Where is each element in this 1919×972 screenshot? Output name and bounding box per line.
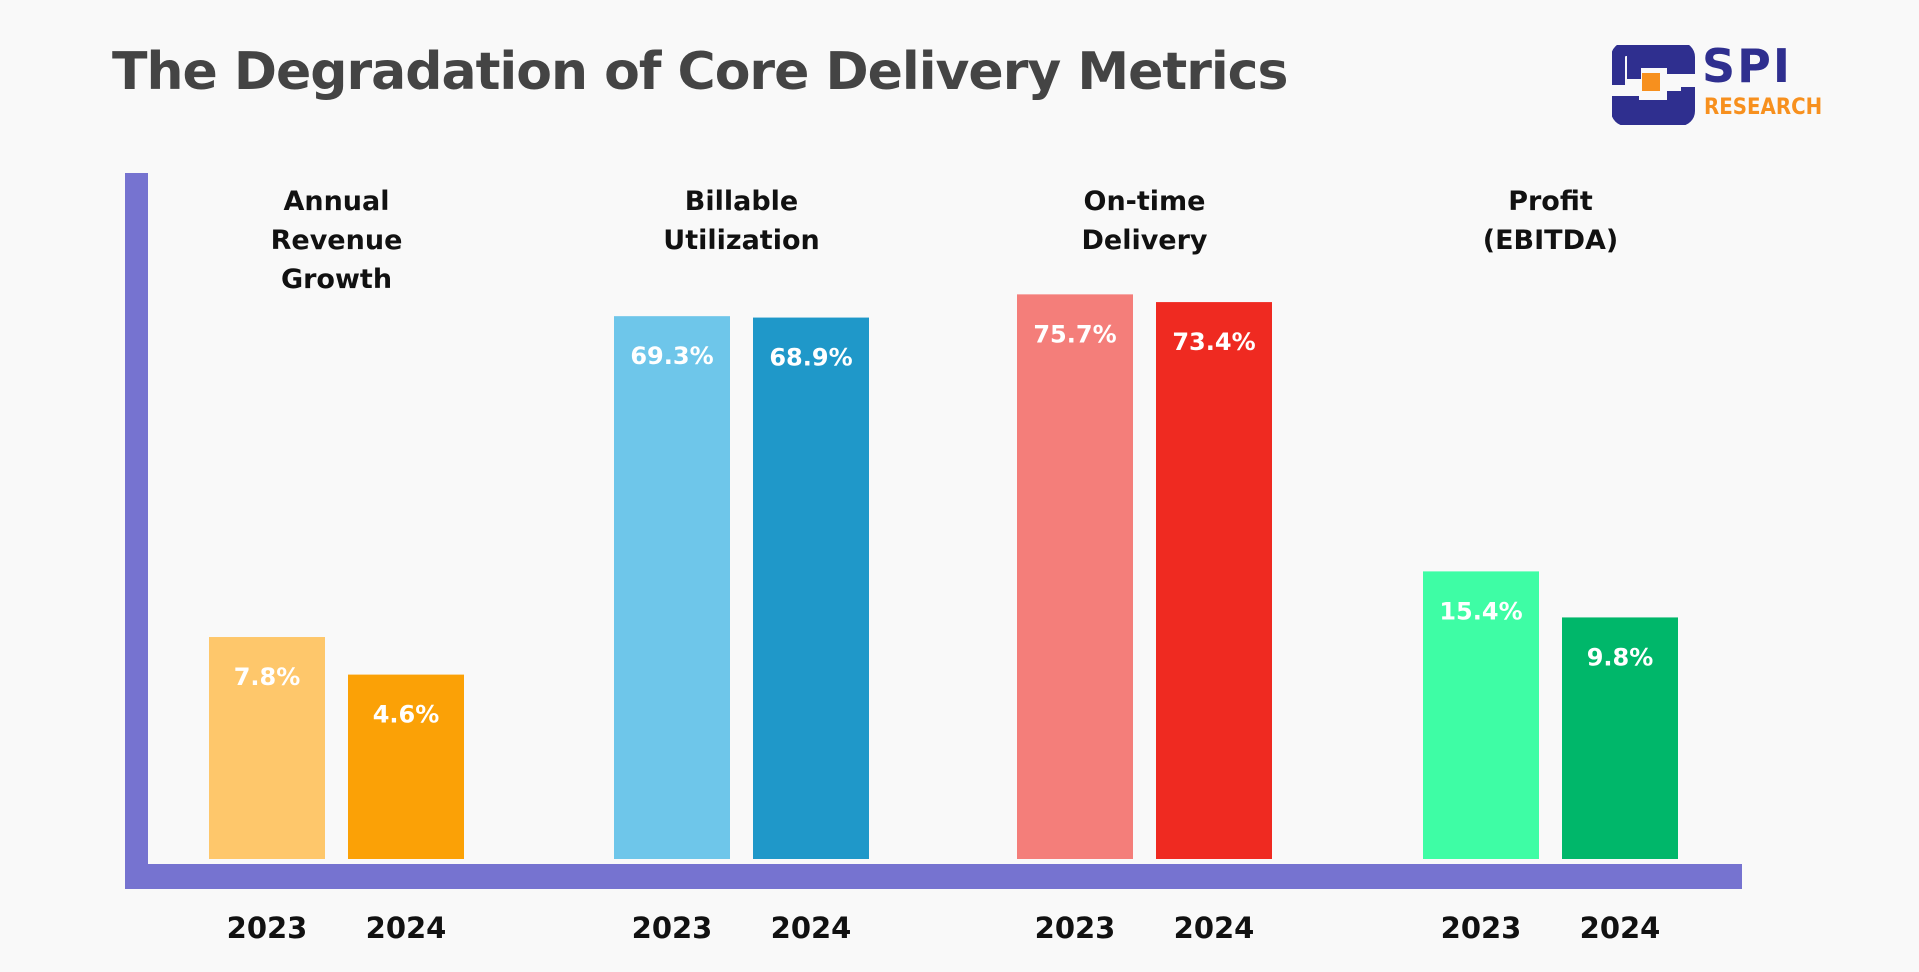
category-label-line: Billable: [684, 186, 799, 217]
bar-value-label: 4.6%: [373, 701, 440, 729]
category-label-line: Revenue: [270, 225, 403, 256]
category-label-line: Profit: [1508, 186, 1593, 217]
bar: [1562, 617, 1678, 859]
spi-research-logo: SPI RESEARCH: [1611, 39, 1842, 126]
x-tick-label: 2024: [366, 911, 447, 945]
x-tick-label: 2023: [632, 911, 713, 945]
bar-value-label: 9.8%: [1587, 643, 1654, 671]
spi-logo-mark-icon: [1611, 42, 1695, 126]
bar: [1423, 571, 1539, 859]
logo-text: SPI: [1702, 39, 1792, 93]
bar: [1156, 302, 1272, 860]
x-tick-label: 2024: [1580, 911, 1661, 945]
x-tick-label: 2023: [1441, 911, 1522, 945]
category-label-line: Delivery: [1081, 225, 1208, 256]
category-label: Billable Utilization: [622, 182, 862, 260]
bar: [753, 317, 869, 859]
category-label-line: On-time: [1083, 186, 1206, 217]
category-label: Profit (EBITDA): [1431, 182, 1671, 260]
page-title: The Degradation of Core Delivery Metrics: [112, 42, 1288, 102]
bar: [348, 674, 464, 859]
category-label-line: Annual: [283, 186, 390, 217]
category-label: Annual Revenue Growth: [217, 182, 457, 299]
category-label-line: Growth: [280, 264, 393, 295]
category-label: On-time Delivery: [1025, 182, 1265, 260]
y-axis-line: [125, 173, 148, 889]
bar-value-label: 73.4%: [1172, 328, 1255, 356]
bar-value-label: 15.4%: [1439, 597, 1522, 625]
x-tick-label: 2024: [771, 911, 852, 945]
bar: [614, 316, 730, 860]
logo-subtext: RESEARCH: [1704, 95, 1823, 120]
category-label-line: (EBITDA): [1482, 225, 1619, 256]
bar-value-label: 69.3%: [630, 342, 713, 370]
bar-value-label: 7.8%: [234, 663, 301, 691]
bar-value-label: 68.9%: [769, 344, 852, 372]
x-tick-label: 2024: [1174, 911, 1255, 945]
bar: [209, 637, 325, 859]
x-axis-line: [125, 864, 1742, 889]
x-tick-label: 2023: [227, 911, 308, 945]
category-label-line: Utilization: [663, 225, 820, 256]
x-tick-label: 2023: [1035, 911, 1116, 945]
bar-value-label: 75.7%: [1033, 320, 1116, 348]
bar: [1017, 294, 1133, 859]
